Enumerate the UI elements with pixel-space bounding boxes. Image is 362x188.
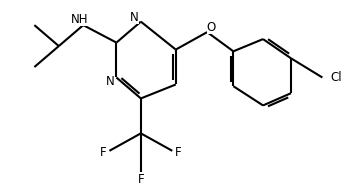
Text: NH: NH	[71, 13, 88, 26]
Text: F: F	[100, 146, 106, 159]
Text: O: O	[207, 21, 216, 34]
Text: N: N	[130, 11, 139, 24]
Text: N: N	[106, 75, 114, 88]
Text: F: F	[138, 173, 144, 186]
Text: Cl: Cl	[330, 71, 342, 84]
Text: F: F	[175, 146, 182, 159]
